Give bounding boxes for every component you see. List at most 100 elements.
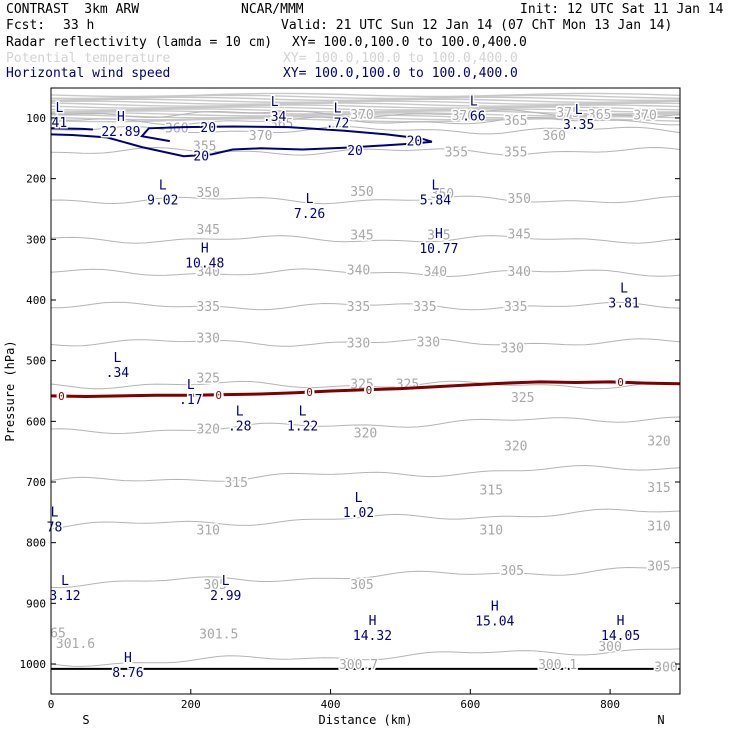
- theta-label: 300.1: [538, 658, 577, 673]
- theta-label: 335: [347, 300, 370, 315]
- extremum-value: 9.02: [147, 194, 178, 209]
- theta-label: 365: [504, 114, 527, 129]
- theta-label: 355: [445, 145, 468, 160]
- extremum-marker-L: L: [51, 506, 59, 521]
- y-tick-label: 600: [26, 415, 46, 428]
- theta-label: 315: [647, 481, 670, 496]
- theta-label: 370: [452, 109, 475, 124]
- theta-label: 360: [165, 122, 188, 137]
- wind-label: 20: [347, 144, 363, 159]
- extremum-value: 1.22: [287, 419, 318, 434]
- theta-upper-band: [51, 102, 680, 107]
- theta-label: 310: [647, 520, 670, 535]
- extremum-marker-L: L: [431, 179, 439, 194]
- forecast-hour: 33 h: [63, 18, 95, 33]
- wind-speed-contours: 20 20 20 20: [51, 120, 433, 166]
- y-tick-label: 800: [26, 537, 46, 550]
- theta-contour-305: [51, 566, 680, 589]
- theta-contour-355: [51, 146, 680, 156]
- y-tick-label: 500: [26, 355, 46, 368]
- y-tick-label: 1000: [20, 658, 47, 671]
- theta-label: 375: [556, 106, 579, 121]
- zero-label-bg: [615, 376, 626, 387]
- x-tick-label: 600: [460, 698, 480, 711]
- theta-label: 300: [598, 640, 621, 655]
- y-tick-label: 100: [26, 112, 46, 125]
- extremum-value: 3.81: [608, 297, 639, 312]
- extremum-marker-L: L: [306, 192, 314, 207]
- extremum-value: .66: [462, 109, 485, 124]
- theta-label: 370: [633, 108, 656, 123]
- theta-label: 305: [501, 564, 524, 579]
- theta-label: 310: [197, 523, 220, 538]
- y-tick-label: 900: [26, 597, 46, 610]
- theta-label: 305: [350, 578, 373, 593]
- plot-frame: [50, 87, 681, 695]
- zero-label: 0: [215, 389, 222, 402]
- theta-contour-340: [51, 268, 680, 278]
- forecast-label: Fcst:: [6, 18, 46, 33]
- theta-label: 300.7: [339, 658, 378, 673]
- extremum-value: 8.76: [112, 666, 143, 681]
- field-xy-theta: XY= 100.0,100.0 to 100.0,400.0: [283, 51, 518, 66]
- extremum-value: 15.04: [475, 615, 514, 630]
- y-tick-label: 700: [26, 476, 46, 489]
- theta-contour-300: [51, 648, 680, 667]
- extremum-marker-H: H: [617, 614, 625, 629]
- valid-time: Valid: 21 UTC Sun 12 Jan 14 (07 ChT Mon …: [281, 18, 673, 33]
- extremum-marker-L: L: [334, 102, 342, 117]
- y-tick-label: 400: [26, 294, 46, 307]
- theta-contour-370: [51, 109, 680, 118]
- theta-label: 345: [350, 228, 373, 243]
- zero-label-bg: [213, 390, 224, 401]
- extremum-marker-H: H: [435, 227, 443, 242]
- x-tick-label: 0: [48, 698, 55, 711]
- theta-label: 305: [203, 578, 226, 593]
- wind-label: 20: [200, 121, 216, 136]
- center-name: NCAR/MMM: [241, 2, 304, 17]
- theta-label: 350: [350, 185, 373, 200]
- north-label: N: [657, 713, 664, 727]
- extremum-value: 14.05: [601, 629, 640, 644]
- theta-contour-310: [51, 508, 680, 530]
- theta-label: 320: [197, 423, 220, 438]
- field-xy-reflectivity: XY= 100.0,100.0 to 100.0,400.0: [292, 35, 527, 50]
- theta-upper-band: [51, 117, 680, 123]
- zero-reflectivity-line: 0 0 0 0 0: [51, 376, 680, 403]
- y-tick-label: 300: [26, 233, 46, 246]
- theta-label: 305: [647, 560, 670, 575]
- theta-contour-320: [51, 416, 680, 435]
- zero-label-bg: [56, 390, 67, 401]
- theta-label: 325: [511, 391, 534, 406]
- field-name-theta: Potential temperature: [6, 51, 171, 66]
- theta-label: 330: [347, 336, 370, 351]
- field-name-reflectivity: Radar reflectivity (lamda = 10 cm): [6, 35, 273, 50]
- extremum-value: 1.02: [343, 506, 374, 521]
- extremum-value: .34: [263, 110, 287, 125]
- theta-label: 345: [508, 227, 531, 242]
- extremum-marker-L: L: [187, 378, 195, 393]
- theta-contour-325: [51, 380, 680, 390]
- theta-label: 325: [197, 372, 220, 387]
- extremum-marker-L: L: [299, 404, 307, 419]
- zero-label-bg: [363, 384, 374, 395]
- extremum-value: 3.35: [563, 118, 594, 133]
- extremum-marker-L: L: [620, 282, 628, 297]
- extremum-marker-L: L: [61, 574, 69, 589]
- theta-label: 345: [427, 228, 450, 243]
- extremum-marker-L: L: [222, 574, 230, 589]
- extremum-marker-L: L: [55, 101, 63, 116]
- wind-label: 20: [193, 150, 209, 165]
- theta-label: 300: [654, 660, 677, 675]
- theta-label: 315: [480, 483, 503, 498]
- extremum-value: 7.26: [294, 207, 325, 222]
- y-tick-label: 200: [26, 173, 46, 186]
- init-time: Init: 12 UTC Sat 11 Jan 14: [520, 2, 724, 17]
- theta-contour-365: [51, 116, 680, 126]
- theta-label: 330: [417, 335, 440, 350]
- extremum-marker-L: L: [470, 94, 478, 109]
- extremum-marker-L: L: [355, 491, 363, 506]
